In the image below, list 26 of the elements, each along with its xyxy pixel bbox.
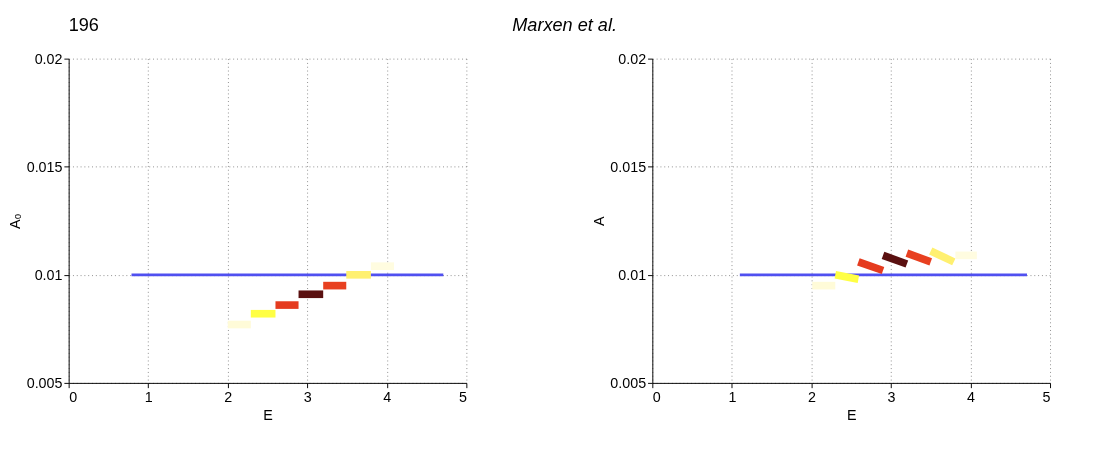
y-tick-label: 0.01 xyxy=(34,267,63,284)
x-tick-label: 5 xyxy=(1042,388,1051,405)
y-tick-label: 0.015 xyxy=(26,158,63,175)
y-tick-label: 0.02 xyxy=(618,50,647,67)
y-axis-title: A₀ xyxy=(6,213,23,229)
text: Marxen et al. xyxy=(512,14,617,35)
y-tick-label: 0.005 xyxy=(610,375,647,392)
y-tick-label: 0.005 xyxy=(26,375,63,392)
x-axis-title: E xyxy=(846,406,857,423)
x-tick-label: 3 xyxy=(887,388,896,405)
y-tick-label: 0.015 xyxy=(610,158,647,175)
x-tick-label: 4 xyxy=(383,388,392,405)
x-tick-label: 0 xyxy=(652,388,661,405)
x-tick-label: 0 xyxy=(69,388,78,405)
text: 196 xyxy=(68,14,99,35)
x-tick-label: 1 xyxy=(728,388,737,405)
x-tick-label: 5 xyxy=(458,388,467,405)
x-tick-label: 1 xyxy=(144,388,153,405)
y-axis-title: A xyxy=(590,216,607,227)
x-tick-label: 2 xyxy=(807,388,816,405)
x-tick-label: 4 xyxy=(967,388,976,405)
x-axis-title: E xyxy=(263,406,273,423)
y-tick-label: 0.01 xyxy=(618,267,647,284)
y-tick-label: 0.02 xyxy=(34,50,63,67)
x-tick-label: 2 xyxy=(224,388,233,405)
x-tick-label: 3 xyxy=(303,388,312,405)
